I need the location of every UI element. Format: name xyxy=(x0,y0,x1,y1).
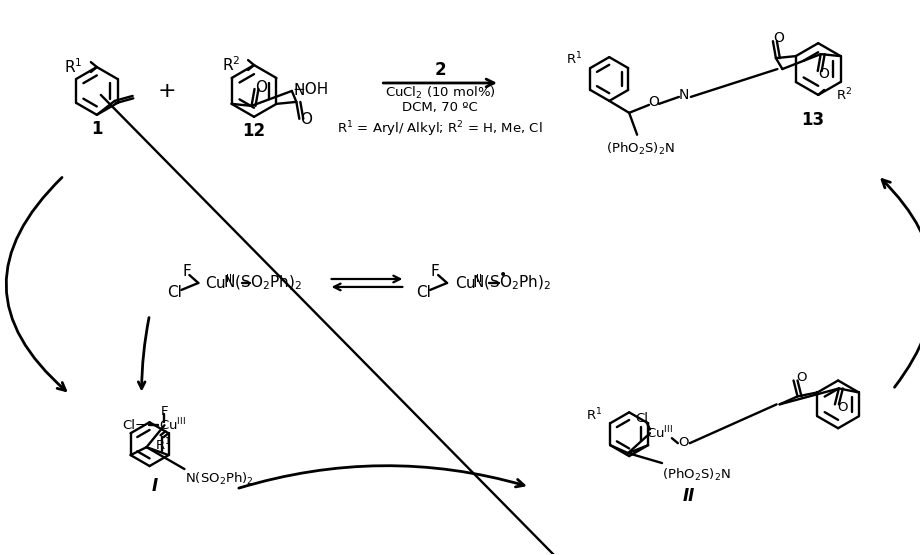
Text: F: F xyxy=(160,405,168,418)
Text: R$^1$: R$^1$ xyxy=(566,51,583,67)
Text: R$^1$: R$^1$ xyxy=(65,58,83,77)
Text: N(SO$_2$Ph)$_2$: N(SO$_2$Ph)$_2$ xyxy=(472,274,551,292)
Text: (PhO$_2$S)$_2$N: (PhO$_2$S)$_2$N xyxy=(663,467,731,483)
Text: (PhO$_2$S)$_2$N: (PhO$_2$S)$_2$N xyxy=(606,140,675,157)
Text: O: O xyxy=(818,67,829,81)
Text: Cl: Cl xyxy=(635,412,648,425)
Text: O: O xyxy=(797,371,807,384)
Text: R$^1$: R$^1$ xyxy=(156,437,171,453)
FancyArrowPatch shape xyxy=(239,466,524,488)
Text: Cl: Cl xyxy=(416,285,431,300)
Text: O: O xyxy=(679,436,689,448)
Text: Cu$^\mathrm{III}$: Cu$^\mathrm{III}$ xyxy=(646,425,673,442)
Text: Cu$^\mathrm{II}$: Cu$^\mathrm{II}$ xyxy=(455,274,483,292)
Text: R$^1$: R$^1$ xyxy=(585,407,602,423)
Text: N(SO$_2$Ph)$_2$: N(SO$_2$Ph)$_2$ xyxy=(223,274,302,292)
Text: R$^1$ = Aryl/ Alkyl; R$^2$ = H, Me, Cl: R$^1$ = Aryl/ Alkyl; R$^2$ = H, Me, Cl xyxy=(337,119,543,139)
Text: R$^2$: R$^2$ xyxy=(221,56,240,74)
Text: +: + xyxy=(157,81,176,101)
Text: CuCl$_2$ (10 mol%): CuCl$_2$ (10 mol%) xyxy=(384,85,495,101)
Text: 2: 2 xyxy=(434,61,446,79)
Text: O: O xyxy=(837,401,848,414)
Text: Cu$^\mathrm{III}$: Cu$^\mathrm{III}$ xyxy=(205,274,236,292)
Text: R$^2$: R$^2$ xyxy=(836,87,852,103)
Text: N(SO$_2$Ph)$_2$: N(SO$_2$Ph)$_2$ xyxy=(184,471,254,487)
FancyArrowPatch shape xyxy=(882,180,922,387)
Text: 12: 12 xyxy=(242,122,266,140)
Text: O: O xyxy=(648,95,659,109)
Text: F: F xyxy=(182,264,191,279)
Text: II: II xyxy=(682,487,695,505)
Text: 13: 13 xyxy=(801,111,825,129)
Text: •: • xyxy=(499,268,507,282)
Text: DCM, 70 ºC: DCM, 70 ºC xyxy=(402,102,478,114)
FancyArrowPatch shape xyxy=(6,178,65,391)
Text: −OH: −OH xyxy=(292,83,329,98)
Text: N: N xyxy=(293,83,304,98)
Text: O: O xyxy=(255,80,267,95)
Text: O: O xyxy=(774,31,785,45)
Text: O: O xyxy=(301,112,313,127)
Text: Cu$^\mathrm{III}$: Cu$^\mathrm{III}$ xyxy=(159,417,186,433)
Text: F: F xyxy=(431,264,440,279)
FancyArrowPatch shape xyxy=(138,317,149,388)
Text: I: I xyxy=(151,477,158,495)
Text: Cl−: Cl− xyxy=(123,419,147,432)
Text: N: N xyxy=(679,88,689,102)
Text: Cl: Cl xyxy=(167,285,182,300)
Text: 1: 1 xyxy=(91,120,102,138)
